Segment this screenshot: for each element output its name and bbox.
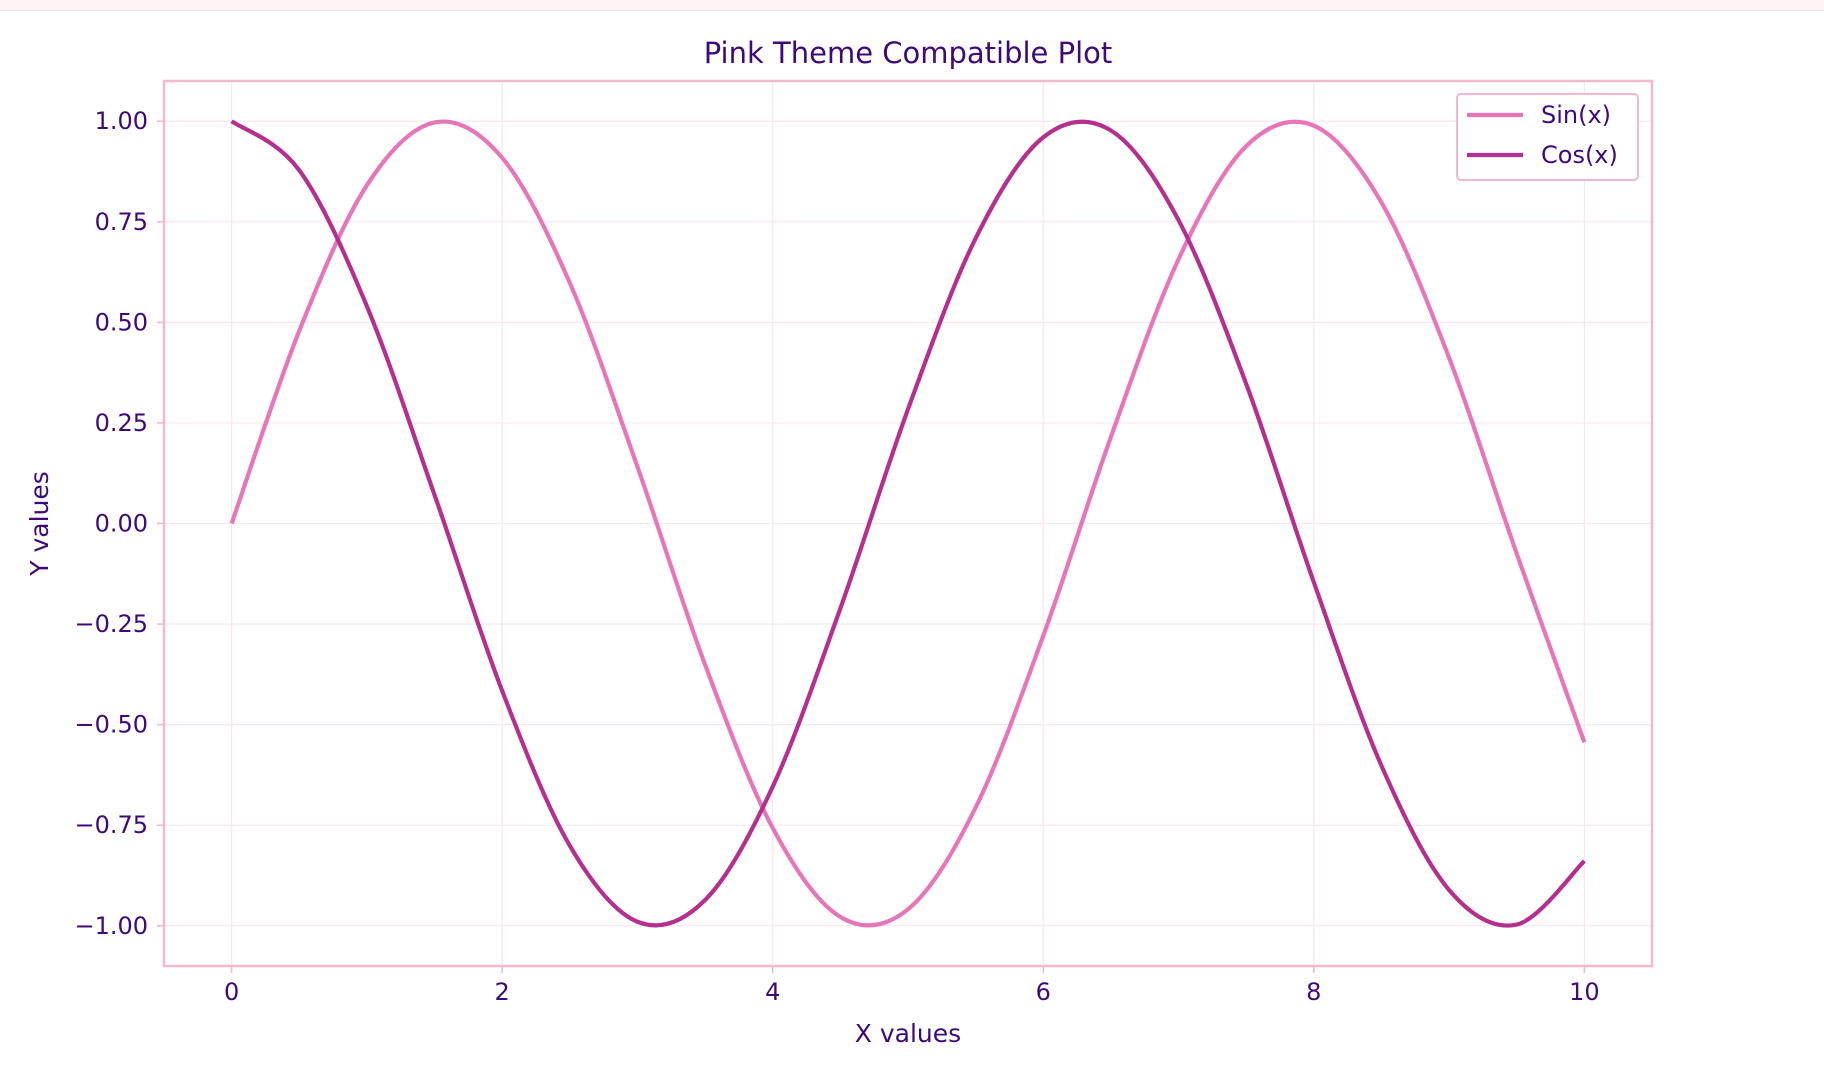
y-tick-label: −0.50 — [74, 711, 148, 739]
series-line-sin-x — [229, 119, 1587, 928]
x-tick-label: 0 — [224, 978, 239, 1006]
grid-layer — [164, 81, 1652, 966]
x-tick-label: 8 — [1306, 978, 1321, 1006]
legend-label-cos: Cos(x) — [1541, 141, 1618, 169]
top-strip — [0, 0, 1824, 11]
x-tick-label: 2 — [495, 978, 510, 1006]
y-tick-label: 0.00 — [95, 510, 148, 538]
ticks-layer: 0 2 4 6 8 10 1.00 0.75 0.50 0.25 0.00 −0.25 −0.50 −0.… — [74, 107, 1599, 1006]
legend: Sin(x) Cos(x) — [1456, 93, 1639, 181]
y-tick-label: −0.75 — [74, 811, 148, 839]
x-tick-label: 6 — [1036, 978, 1051, 1006]
chart-title: Pink Theme Compatible Plot — [704, 36, 1113, 70]
x-tick-label: 10 — [1569, 978, 1600, 1006]
y-axis-label: Y values — [25, 471, 54, 577]
legend-label-sin: Sin(x) — [1541, 101, 1611, 129]
y-tick-label: 0.50 — [95, 308, 148, 336]
x-tick-label: 4 — [765, 978, 780, 1006]
x-axis-label: X values — [855, 1019, 961, 1048]
series-line-cos-x — [230, 119, 1586, 928]
y-tick-label: 0.25 — [95, 409, 148, 437]
y-tick-label: −1.00 — [74, 912, 148, 940]
y-tick-label: −0.25 — [74, 610, 148, 638]
series-layer — [229, 119, 1587, 928]
y-tick-label: 0.75 — [95, 208, 148, 236]
y-tick-label: 1.00 — [95, 107, 148, 135]
